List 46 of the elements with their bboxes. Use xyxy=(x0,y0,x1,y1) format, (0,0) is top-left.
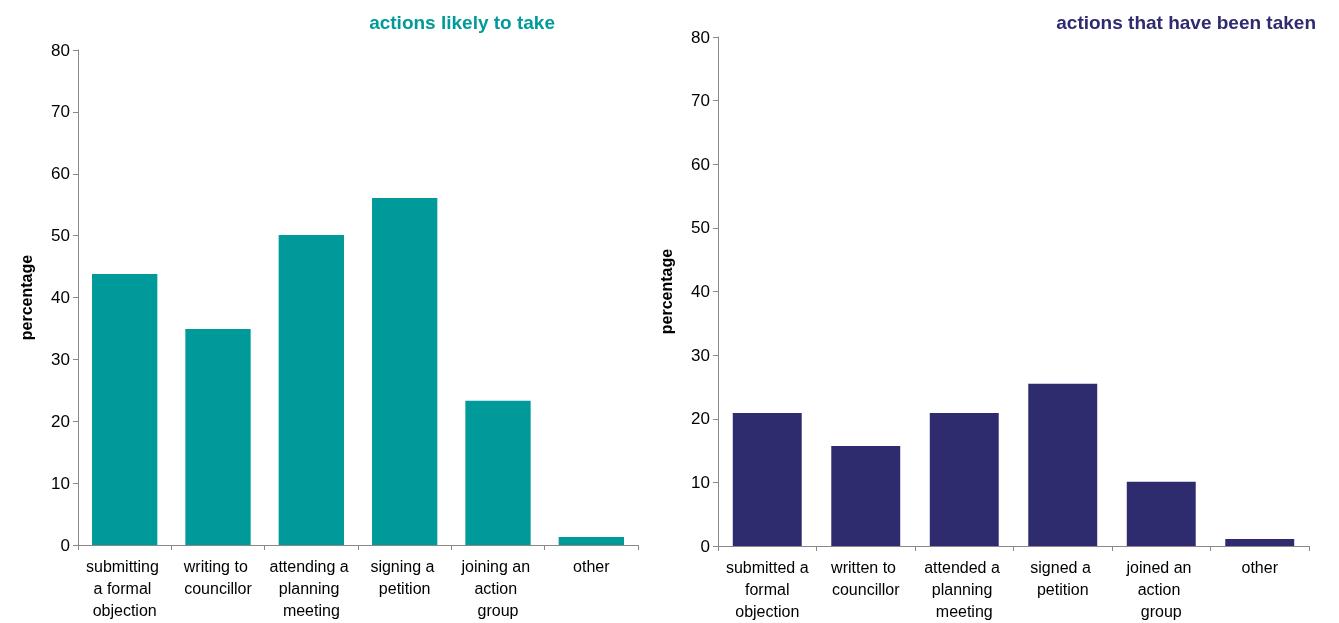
bar xyxy=(732,413,802,546)
x-tick-label: other xyxy=(573,557,611,575)
x-tick-label: attended a planning meeting xyxy=(924,558,1005,620)
bar xyxy=(929,413,999,546)
bar xyxy=(558,536,624,545)
bar xyxy=(465,400,531,545)
y-tick-label: 80 xyxy=(51,40,70,60)
chart-title: actions that have been taken xyxy=(1056,12,1316,33)
bar xyxy=(92,273,158,545)
x-tick-label: submitted a formal objection xyxy=(725,558,809,620)
y-tick-label: 60 xyxy=(691,154,710,174)
x-tick-label: joining an action group xyxy=(460,557,535,619)
y-tick-label: 80 xyxy=(691,27,710,47)
y-axis-title: percentage xyxy=(17,254,35,341)
y-tick-label: 40 xyxy=(691,282,710,301)
chart-title: actions likely to take xyxy=(369,12,556,33)
bar xyxy=(1225,539,1295,546)
y-tick-label: 70 xyxy=(51,102,70,122)
bar xyxy=(185,329,251,545)
x-tick-label: other xyxy=(1241,558,1279,576)
bar xyxy=(372,197,438,545)
y-tick-label: 50 xyxy=(51,226,70,246)
x-tick-label: written to councillor xyxy=(830,558,901,598)
y-tick-label: 60 xyxy=(51,164,70,184)
x-tick-label: signed a petition xyxy=(1030,558,1096,598)
x-tick-label: writing to councillor xyxy=(182,557,253,597)
y-axis-title: percentage xyxy=(657,248,675,335)
y-tick-label: 10 xyxy=(51,473,70,493)
y-tick-label: 10 xyxy=(691,472,710,492)
x-tick-label: submitting a formal objection xyxy=(85,557,164,619)
bar xyxy=(831,446,901,546)
y-tick-label: 0 xyxy=(60,535,70,555)
y-tick-label: 0 xyxy=(700,536,710,556)
x-tick-label: signing a petition xyxy=(370,557,439,597)
y-tick-label: 40 xyxy=(51,288,70,307)
y-tick-label: 50 xyxy=(691,218,710,238)
y-tick-label: 30 xyxy=(51,349,70,369)
bar xyxy=(1126,481,1196,546)
y-tick-label: 20 xyxy=(51,411,70,431)
x-tick-label: attending a planning meeting xyxy=(269,557,354,619)
y-tick-label: 20 xyxy=(691,409,710,429)
bar xyxy=(1028,383,1098,546)
y-tick-label: 70 xyxy=(691,91,710,111)
x-tick-label: joined an action group xyxy=(1125,558,1196,620)
y-tick-label: 30 xyxy=(691,345,710,365)
bar xyxy=(278,235,344,545)
